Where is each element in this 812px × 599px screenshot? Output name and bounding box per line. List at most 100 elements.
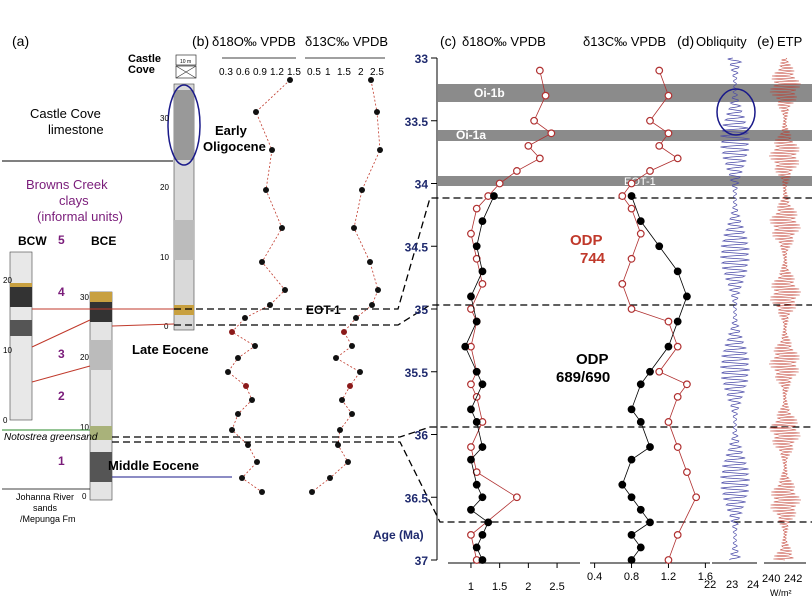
b-d18o-point [253, 109, 259, 115]
d13c-odp689-point [627, 556, 636, 564]
panel-label-e: (e) [757, 33, 774, 49]
cc-tick-30: 30 [160, 114, 169, 123]
odp689-label-1: ODP [576, 351, 609, 368]
cc-tick-10: 10 [160, 253, 169, 262]
d13c-odp744-point [655, 367, 664, 376]
header-c-d18o: δ18O‰ VPDB [462, 34, 546, 49]
b-d13c-point [369, 302, 375, 308]
c-d18o-tick-label: 1 [468, 581, 474, 593]
age-tick-label: 35 [415, 303, 429, 317]
b-d13c-point [309, 489, 315, 495]
unit-3: 3 [58, 347, 65, 361]
b-d13c-point [327, 475, 333, 481]
odp744-label-1: ODP [570, 232, 603, 249]
d18o-odp744-point [530, 116, 538, 125]
panel-b-profiles [225, 77, 383, 495]
d13c-odp744-point [664, 556, 673, 564]
header-obliquity: Obliquity [696, 34, 747, 49]
d13c-odp689-point [636, 543, 645, 552]
age-tick-label: 34.5 [405, 240, 429, 254]
d18o-odp689-point [472, 317, 481, 326]
castle-cove-column [173, 83, 195, 331]
e-tick-240: 240 [762, 573, 780, 585]
eot1-label-b: EOT-1 [306, 303, 341, 317]
johanna-label-1: Johanna River [16, 492, 74, 502]
b-d18o-tick-1: 0.6 [236, 67, 250, 78]
odp689-label-2: 689/690 [556, 369, 610, 386]
castle-cove-limestone-2: limestone [48, 122, 104, 137]
age-axis-label: Age (Ma) [373, 528, 424, 542]
d13c-odp689-point [646, 518, 654, 527]
d13c-odp689-point [627, 455, 636, 464]
bcw-label: BCW [18, 234, 47, 248]
b-d18o-tick-4: 1.5 [287, 67, 301, 78]
d13c-odp744-point [683, 380, 691, 389]
panel-label-c: (c) [440, 33, 456, 49]
scale-box-top [175, 54, 197, 66]
eot1-dashed-line-top [174, 197, 812, 310]
d18o-odp744-point [472, 468, 481, 477]
eot1-dashed-line-bottom [174, 304, 812, 326]
d18o-odp689-point [472, 543, 481, 552]
c-d18o-tick-label: 1.5 [492, 581, 507, 593]
age-tick-label: 34 [415, 178, 429, 192]
d13c-odp744-point [673, 342, 682, 351]
d13c-odp689-point [673, 317, 682, 326]
d18o-odp689-point [484, 518, 493, 527]
c-d13c-tick-label: 1.2 [661, 571, 676, 583]
bce-tick-10: 10 [80, 423, 89, 432]
d18o-odp744-point [467, 531, 475, 539]
panel-b: 0.3 0.6 0.9 1.2 1.5 0.5 1 1.5 2 2.5 [219, 57, 385, 495]
d13c-odp744-point [683, 468, 691, 477]
d13c-odp744-point [655, 66, 664, 75]
d18o-odp689-point [478, 267, 487, 276]
d18o-odp689-point [478, 493, 487, 502]
band-oi1b [438, 84, 812, 102]
johanna-label-2: sands [33, 503, 58, 513]
age-tick-label: 36.5 [405, 491, 429, 505]
b-d13c-point [377, 147, 383, 153]
d13c-odp744-point [636, 229, 645, 238]
etp-curve [768, 57, 802, 561]
d13c-odp689-point [646, 367, 654, 376]
d18o-odp689-point [467, 455, 475, 464]
castle-cove-ellipse [167, 84, 201, 166]
d18o-odp689-point [478, 217, 487, 226]
obliquity-ellipse [716, 88, 756, 136]
d13c-odp744-point [664, 91, 673, 100]
b-d18o-point [243, 383, 249, 389]
d13c-odp744-point [646, 167, 654, 175]
b-d13c-point [374, 109, 380, 115]
d13c-odp689-point [618, 480, 627, 489]
header-b-d13c: δ13C‰ VPDB [305, 34, 388, 49]
b-d13c-point [335, 442, 341, 448]
unit-5: 5 [58, 233, 65, 247]
cc-tick-0: 0 [164, 322, 169, 331]
d18o-odp689-point [478, 380, 487, 389]
d13c-odp689-line [621, 195, 688, 561]
e-unit: W/m² [770, 588, 792, 598]
b-d13c-tick-2: 1.5 [337, 67, 351, 78]
d18o-odp689-point [467, 292, 475, 301]
d18o-odp689-point [467, 505, 475, 514]
unit-1: 1 [58, 454, 65, 468]
b-d18o-point [287, 77, 293, 83]
bce-column [89, 291, 113, 501]
d18o-odp689-point [472, 480, 481, 489]
bce-tick-20: 20 [80, 353, 89, 362]
c-d13c-tick-label: 0.8 [624, 571, 639, 583]
d13c-odp744-point [673, 443, 682, 451]
b-d18o-point [229, 427, 235, 433]
d13c-odp689-point [627, 405, 636, 414]
bce-tick-0: 0 [82, 492, 87, 501]
middle-eocene-dashed-line-top [112, 426, 812, 438]
middle-eocene-label: Middle Eocene [108, 458, 199, 473]
b-d13c-point [349, 343, 355, 349]
d13c-odp744-point [646, 116, 654, 125]
c-d13c-tick-label: 1.6 [698, 571, 713, 583]
panel-label-b: (b) [192, 33, 209, 49]
bce-tick-30: 30 [80, 293, 89, 302]
browns-creek-1: Browns Creek [26, 177, 108, 192]
b-d18o-point [242, 315, 248, 321]
age-tick-label: 33 [415, 52, 429, 66]
